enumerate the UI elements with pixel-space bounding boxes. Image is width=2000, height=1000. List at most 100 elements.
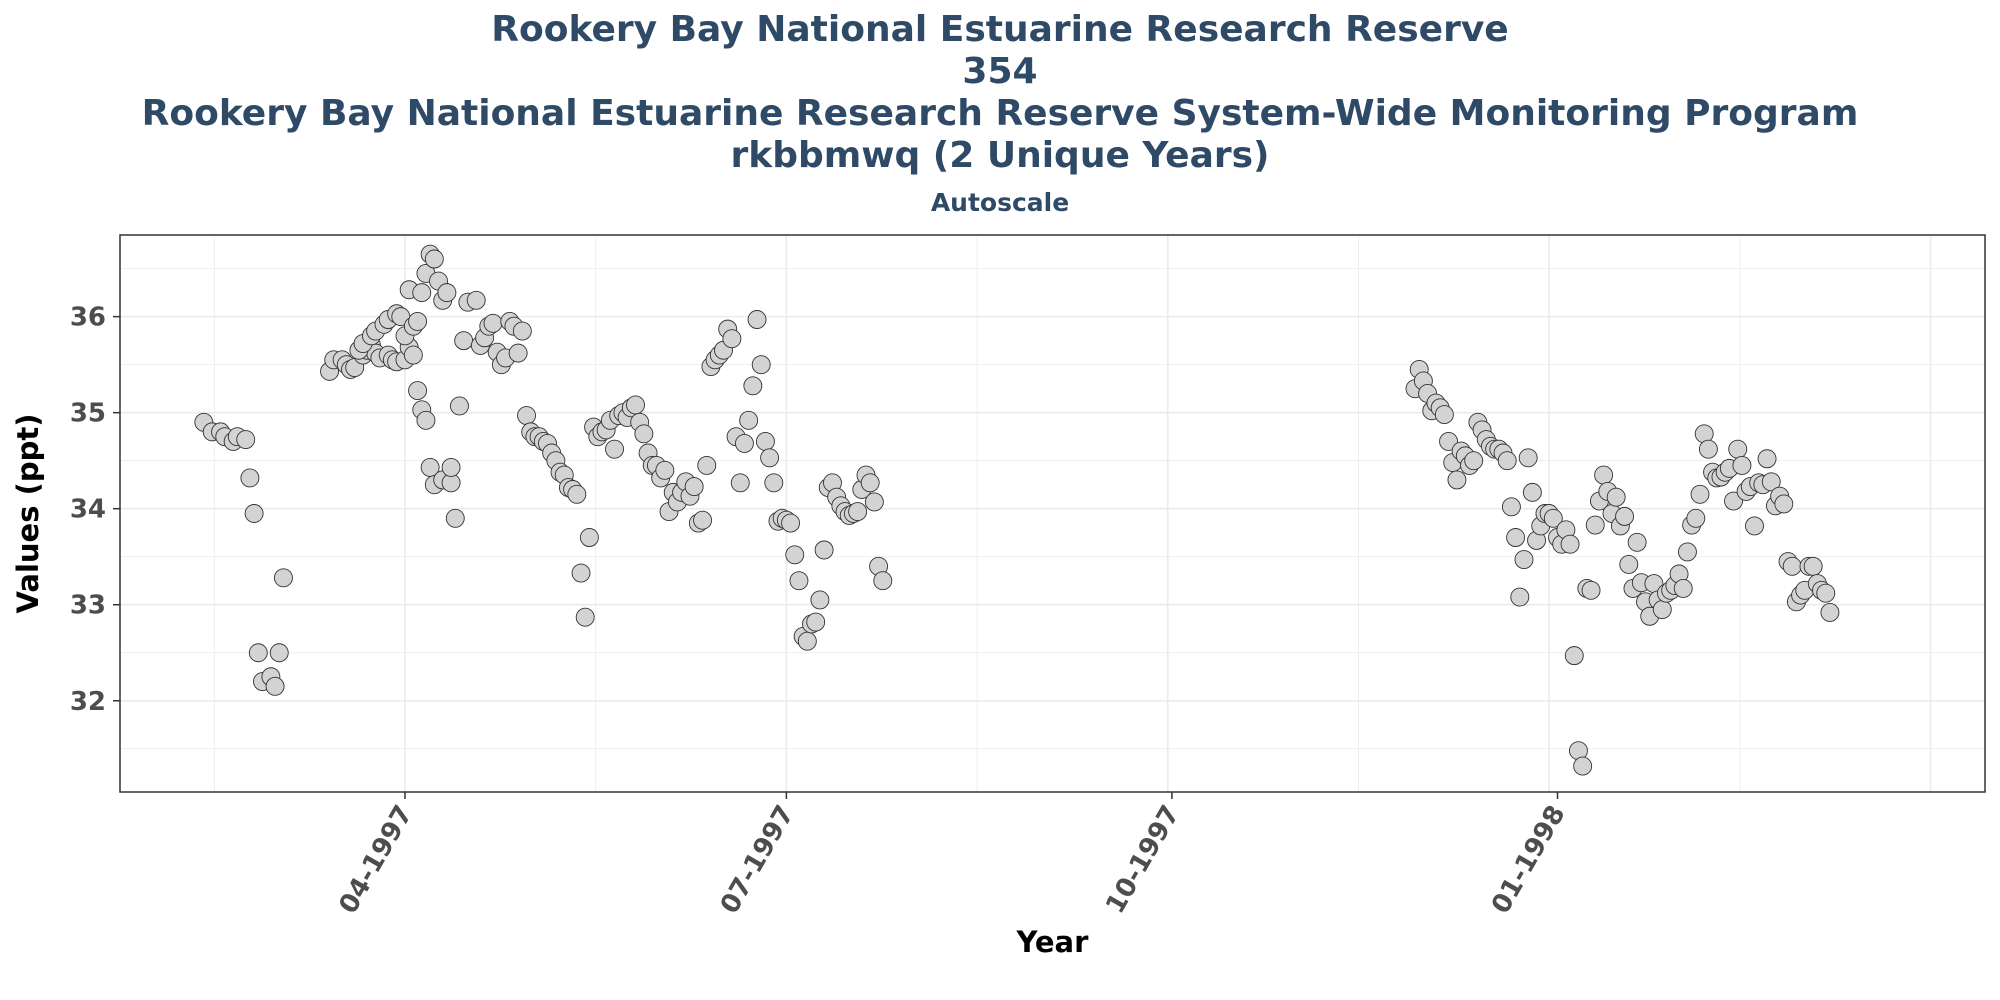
data-point <box>450 396 469 416</box>
data-point <box>655 460 675 480</box>
data-point <box>508 343 528 363</box>
data-point <box>512 321 532 341</box>
data-point <box>1732 456 1752 475</box>
data-point <box>760 448 780 468</box>
data-point <box>1497 451 1517 471</box>
data-point <box>722 329 742 349</box>
data-point <box>747 310 767 329</box>
data-point <box>1816 583 1836 603</box>
data-point <box>1501 497 1521 517</box>
data-point <box>1728 439 1748 459</box>
data-point <box>743 376 763 396</box>
y-axis-ticks: 32 33 34 35 36 <box>70 303 120 717</box>
x-tick-label: 07-1997 <box>715 801 801 919</box>
data-point <box>265 676 285 696</box>
data-point <box>1464 451 1484 471</box>
data-point <box>445 508 465 528</box>
data-point <box>575 607 595 627</box>
data-point <box>1686 508 1706 528</box>
data-point <box>739 410 759 430</box>
data-point <box>441 457 461 477</box>
data-point <box>1745 516 1764 536</box>
data-point <box>571 563 591 583</box>
data-point <box>1585 515 1605 535</box>
data-point <box>810 590 830 610</box>
data-point <box>1803 556 1823 576</box>
data-point <box>483 313 503 333</box>
data-point <box>403 345 423 365</box>
data-point <box>236 430 256 450</box>
data-point <box>789 571 809 591</box>
data-point <box>1673 578 1693 598</box>
data-point <box>1573 756 1593 776</box>
y-tick-label: 35 <box>70 399 106 429</box>
data-point <box>244 504 264 523</box>
data-point <box>1774 494 1794 514</box>
data-point <box>424 249 444 269</box>
data-point <box>873 571 893 591</box>
chart-subtitle: Autoscale <box>930 188 1070 217</box>
plot-panel-border <box>119 234 1986 793</box>
data-point <box>1698 439 1718 459</box>
data-point <box>412 283 432 303</box>
chart-title: Rookery Bay National Estuarine Research … <box>0 0 2000 177</box>
data-point <box>248 643 268 663</box>
data-point <box>567 484 587 504</box>
data-point <box>1690 484 1710 504</box>
data-point <box>1594 465 1614 485</box>
data-point <box>408 311 428 331</box>
data-point <box>408 381 428 401</box>
data-point <box>860 473 880 493</box>
data-point <box>517 406 536 425</box>
data-point <box>1506 528 1526 547</box>
data-point <box>730 473 750 493</box>
data-point <box>848 502 868 522</box>
data-point <box>273 568 293 588</box>
data-point <box>864 492 884 512</box>
data-point <box>1652 600 1672 619</box>
data-point <box>735 433 754 453</box>
data-point <box>454 331 474 351</box>
data-point <box>579 528 599 547</box>
data-point <box>1782 556 1802 576</box>
data-point <box>416 410 436 430</box>
y-tick-label: 32 <box>70 687 106 717</box>
data-point <box>797 631 817 651</box>
data-point <box>1514 550 1534 570</box>
data-point <box>1606 487 1626 507</box>
y-tick-label: 33 <box>70 591 106 621</box>
data-point <box>1543 508 1563 528</box>
data-point <box>466 290 486 310</box>
title-line-2: 354 <box>962 51 1038 92</box>
y-tick-label: 36 <box>70 303 106 333</box>
grid <box>120 235 1985 792</box>
data-point <box>1522 482 1542 502</box>
data-point <box>1820 602 1840 622</box>
data-point <box>1619 554 1639 574</box>
data-point <box>605 439 624 459</box>
data-point <box>1434 405 1454 425</box>
data-point <box>697 456 717 475</box>
y-axis-title: Values (ppt) <box>11 414 45 614</box>
data-point <box>1581 580 1601 600</box>
data-point <box>755 432 775 451</box>
data-point <box>1627 532 1647 552</box>
data-point <box>806 612 826 632</box>
x-tick-label: 10-1997 <box>1100 801 1186 919</box>
x-axis-ticks: 04-1997 07-1997 10-1997 01-1998 <box>333 792 1572 919</box>
data-point <box>781 513 801 533</box>
data-point <box>634 424 654 444</box>
data-point <box>626 395 645 415</box>
data-point <box>1724 491 1743 511</box>
data-point <box>240 468 260 488</box>
data-point <box>1447 470 1467 490</box>
data-point <box>1510 587 1530 607</box>
data-point <box>1560 534 1580 554</box>
data-point <box>785 545 805 565</box>
data-point <box>1518 448 1538 468</box>
x-axis-title: Year <box>1016 925 1090 959</box>
data-point <box>1761 472 1781 492</box>
data-point <box>269 643 289 663</box>
data-point <box>751 355 771 375</box>
